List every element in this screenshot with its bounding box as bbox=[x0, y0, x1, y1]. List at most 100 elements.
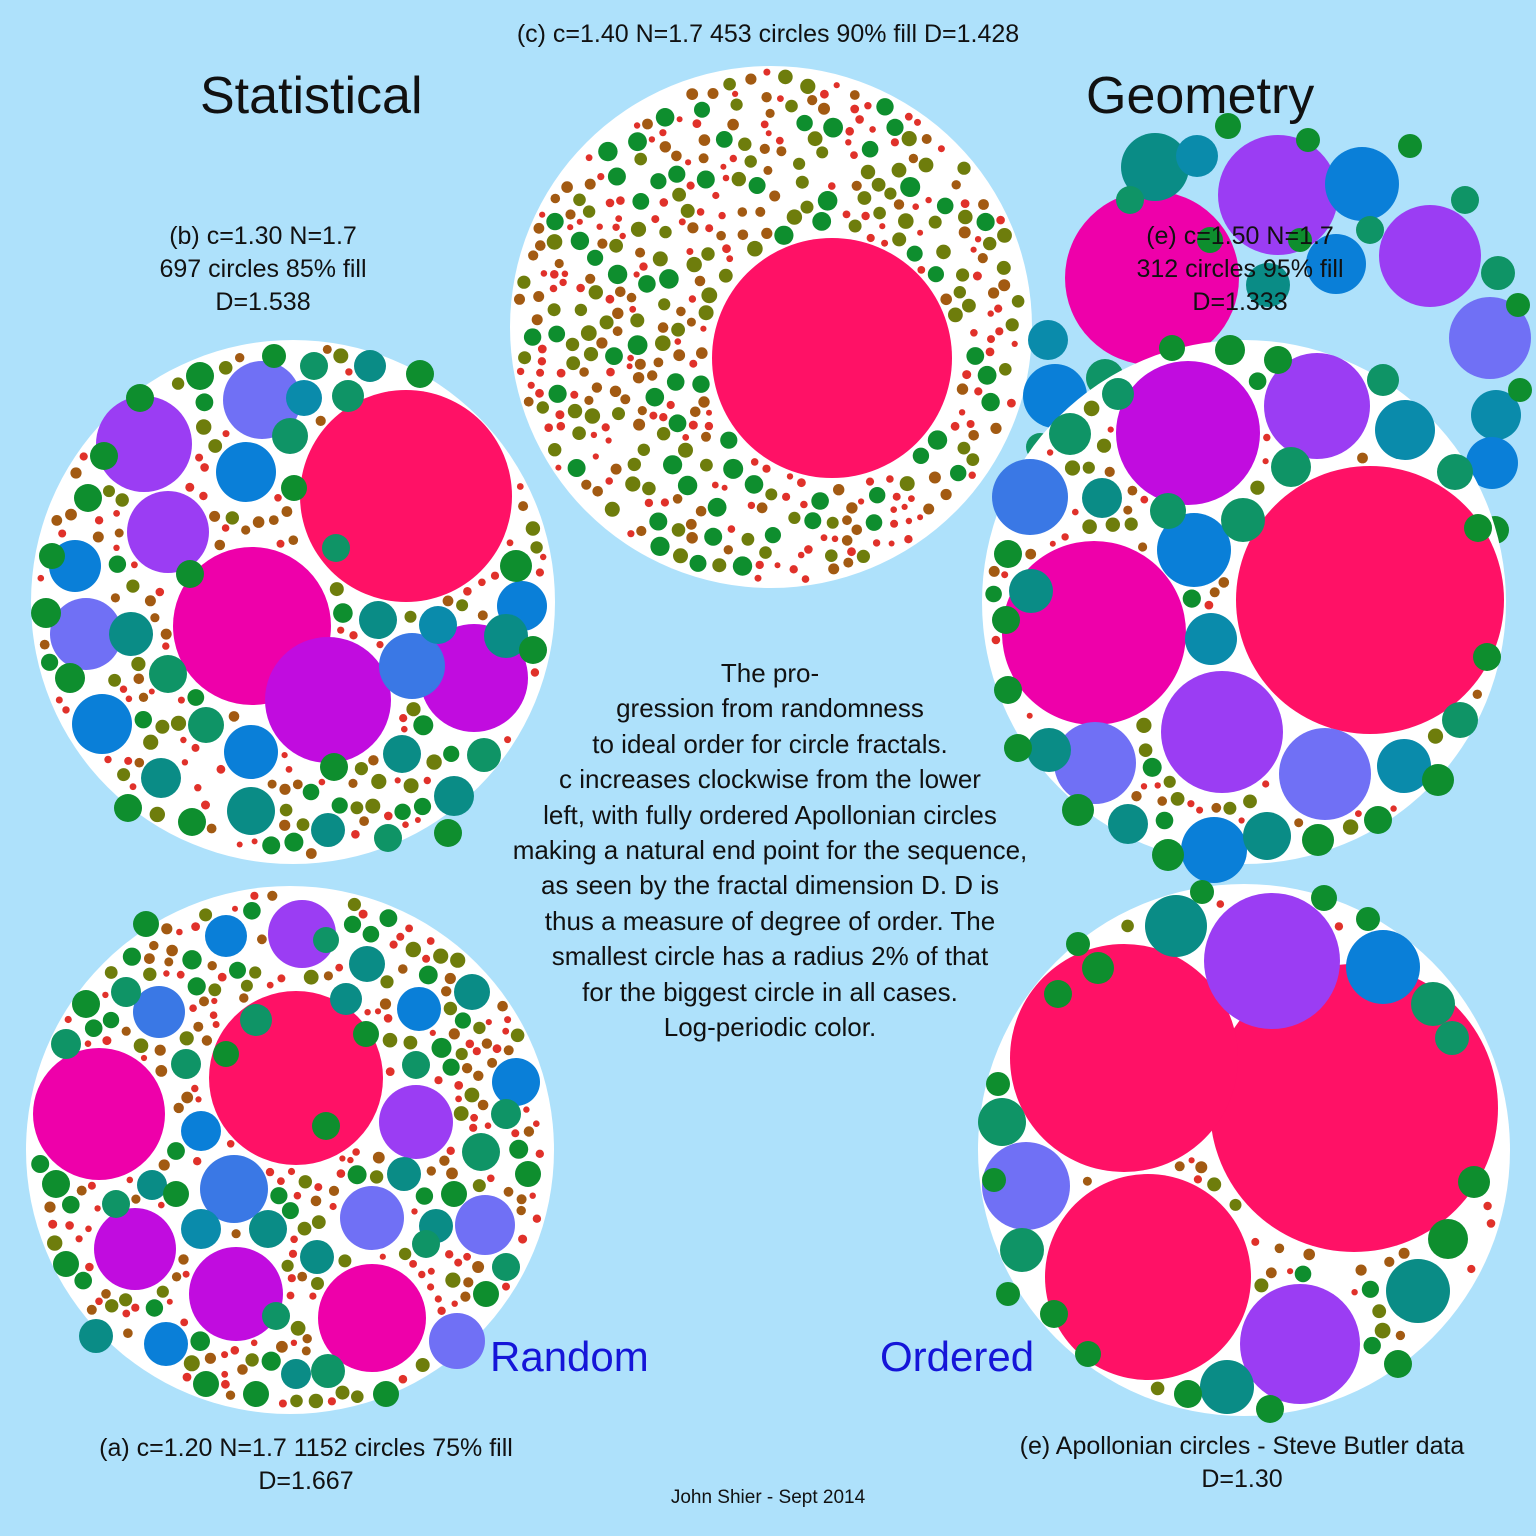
packing-circle bbox=[362, 925, 380, 943]
packing-circle bbox=[756, 502, 768, 514]
packing-circle bbox=[592, 453, 599, 460]
packing-circle bbox=[518, 1234, 528, 1244]
packing-circle bbox=[154, 1044, 166, 1056]
caption-a-line-2: D=1.667 bbox=[258, 1467, 354, 1495]
packing-circle bbox=[406, 702, 421, 717]
packing-circle bbox=[216, 442, 276, 502]
packing-circle bbox=[1356, 907, 1380, 931]
packing-circle bbox=[1364, 806, 1392, 834]
description-line: smallest circle has a radius 2% of that bbox=[551, 941, 989, 972]
packing-circle bbox=[477, 610, 488, 621]
packing-circle bbox=[1190, 880, 1214, 904]
description-line: thus a measure of degree of order. The bbox=[544, 905, 996, 936]
packing-circle bbox=[1325, 147, 1399, 221]
packing-circle bbox=[514, 293, 525, 305]
packing-circle bbox=[221, 1351, 229, 1359]
packing-circle bbox=[90, 442, 118, 470]
packing-circle bbox=[849, 90, 860, 100]
packing-circle bbox=[437, 1306, 446, 1315]
packing-circle bbox=[786, 473, 794, 480]
packing-circle bbox=[454, 1012, 471, 1029]
packing-circle bbox=[966, 420, 975, 428]
packing-circle bbox=[257, 934, 267, 945]
packing-circle bbox=[872, 539, 881, 547]
packing-circle bbox=[492, 1044, 502, 1054]
packing-circle bbox=[1152, 839, 1184, 871]
packing-circle bbox=[117, 768, 131, 782]
packing-circle bbox=[652, 251, 668, 267]
packing-circle bbox=[245, 1353, 259, 1367]
packing-circle bbox=[267, 890, 278, 901]
packing-circle bbox=[272, 418, 308, 454]
packing-circle bbox=[985, 585, 1002, 603]
description-line: to ideal order for circle fractals. bbox=[592, 728, 948, 759]
packing-circle bbox=[660, 498, 669, 507]
packing-circle bbox=[1384, 1350, 1412, 1378]
packing-circle bbox=[788, 511, 801, 524]
packing-circle bbox=[85, 1225, 92, 1233]
packing-circle bbox=[546, 212, 564, 231]
packing-circle bbox=[144, 953, 155, 964]
packing-circle bbox=[134, 757, 145, 768]
packing-circle bbox=[567, 224, 574, 231]
packing-circle bbox=[956, 268, 970, 282]
packing-circle bbox=[199, 908, 213, 922]
packing-circle bbox=[1296, 128, 1320, 152]
packing-circle bbox=[544, 423, 553, 433]
packing-circle bbox=[659, 141, 671, 153]
packing-circle bbox=[133, 986, 185, 1038]
packing-circle bbox=[225, 511, 239, 525]
packing-circle bbox=[113, 510, 120, 517]
packing-circle bbox=[626, 292, 637, 303]
packing-circle bbox=[1082, 1176, 1092, 1186]
caption-c: (c) c=1.40 N=1.7 453 circles 90% fill D=… bbox=[517, 18, 1019, 51]
packing-circle bbox=[464, 1087, 480, 1103]
packing-circle bbox=[828, 563, 840, 575]
packing-circle bbox=[988, 565, 1000, 577]
packing-circle bbox=[918, 157, 934, 173]
packing-circle bbox=[707, 497, 727, 517]
packing-circle bbox=[181, 759, 189, 766]
packing-circle bbox=[189, 1004, 197, 1012]
packing-circle bbox=[689, 359, 698, 368]
packing-circle bbox=[1116, 186, 1144, 214]
packing-circle bbox=[446, 1146, 455, 1155]
caption-a-line-1: (a) c=1.20 N=1.7 1152 circles 75% fill bbox=[99, 1434, 513, 1462]
packing-circle bbox=[335, 963, 344, 972]
packing-circle bbox=[398, 1247, 412, 1261]
packing-circle bbox=[666, 400, 675, 410]
packing-circle bbox=[1026, 712, 1033, 719]
packing-circle bbox=[323, 971, 333, 981]
packing-circle bbox=[96, 396, 192, 492]
packing-circle bbox=[41, 653, 59, 671]
packing-circle bbox=[111, 977, 141, 1007]
packing-circle bbox=[737, 229, 749, 241]
packing-circle bbox=[404, 610, 417, 623]
packing-circle bbox=[842, 515, 852, 526]
packing-circle bbox=[536, 401, 549, 414]
packing-circle bbox=[315, 415, 326, 426]
packing-circle bbox=[276, 539, 285, 548]
packing-circle bbox=[454, 1258, 463, 1267]
packing-circle bbox=[576, 218, 583, 225]
packing-circle bbox=[354, 762, 368, 776]
packing-circle bbox=[861, 140, 879, 158]
packing-circle bbox=[972, 271, 982, 281]
description-line: The pro- bbox=[720, 658, 820, 688]
packing-circle bbox=[906, 245, 923, 262]
packing-circle bbox=[126, 1176, 134, 1184]
packing-circle bbox=[994, 304, 1003, 313]
packing-circle bbox=[605, 437, 612, 444]
packing-circle bbox=[800, 500, 808, 509]
packing-circle bbox=[865, 477, 875, 486]
packing-circle bbox=[1471, 390, 1521, 440]
packing-circle bbox=[414, 817, 421, 823]
packing-circle bbox=[201, 1035, 213, 1046]
packing-circle bbox=[607, 264, 628, 285]
packing-circle bbox=[170, 715, 187, 731]
packing-circle bbox=[171, 1049, 201, 1079]
packing-circle bbox=[1287, 1268, 1294, 1275]
packing-circle bbox=[484, 1122, 492, 1129]
packing-circle bbox=[845, 127, 854, 136]
packing-circle bbox=[127, 491, 209, 573]
